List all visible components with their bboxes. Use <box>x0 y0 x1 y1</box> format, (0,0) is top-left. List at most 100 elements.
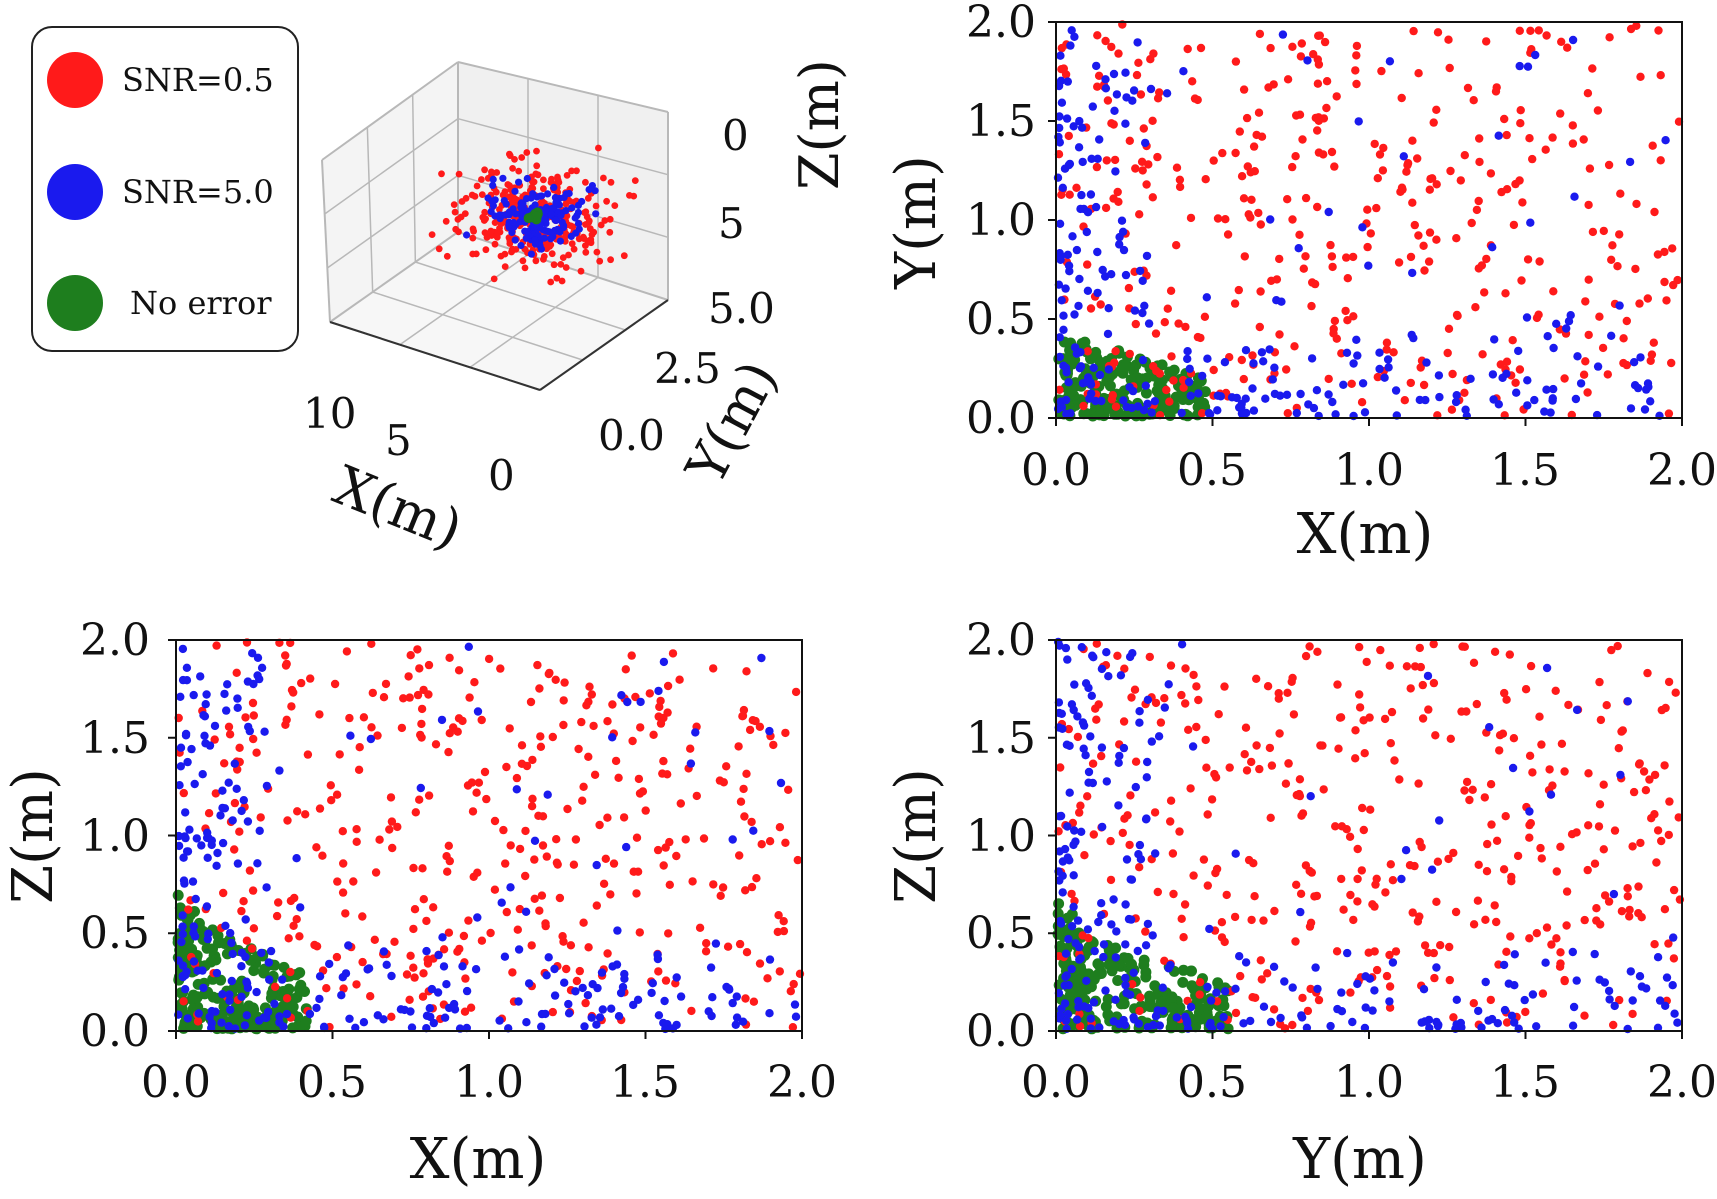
yz-point-snr-high-291 <box>1072 1015 1082 1024</box>
xy-point-snr-low-335 <box>1650 207 1659 217</box>
xy-point-snr-high-66 <box>1375 364 1384 374</box>
xy-point-snr-low-52 <box>1110 155 1120 165</box>
xy-point-snr-low-340 <box>1249 142 1259 151</box>
xy-point-snr-low-369 <box>1230 299 1240 308</box>
xz-point-snr-high-160 <box>237 962 246 971</box>
xz-point-snr-high-20 <box>550 964 559 974</box>
xz-point-snr-high-220 <box>653 950 662 959</box>
yz-point-snr-high-239 <box>1361 972 1370 981</box>
xz-point-snr-high-213 <box>218 786 227 795</box>
xy-point-snr-low-395 <box>1200 312 1210 321</box>
yz-point-snr-low-216 <box>1084 933 1093 943</box>
scatter3d-point-snr-low-45 <box>438 170 445 178</box>
xz-point-snr-low-25 <box>417 719 426 729</box>
xy-point-snr-low-260 <box>1255 322 1265 332</box>
xy-point-snr-high-136 <box>1129 86 1139 95</box>
yz-point-snr-low-369 <box>1199 855 1209 864</box>
xz-point-snr-low-405 <box>367 723 376 732</box>
xy-point-snr-low-304 <box>1429 118 1438 127</box>
xz-point-snr-low-42 <box>204 809 214 818</box>
xz-point-snr-low-127 <box>552 858 562 867</box>
xy-point-snr-low-312 <box>1397 183 1407 192</box>
xy-x-tick-3: 1.5 <box>1490 445 1560 496</box>
xy-x-tick-4: 2.0 <box>1647 445 1717 496</box>
yz-point-snr-high-23 <box>1500 1005 1510 1015</box>
xz-y-tick-3: 1.5 <box>80 713 150 764</box>
xy-point-snr-low-179 <box>1149 362 1158 371</box>
xz-point-snr-high-109 <box>278 975 287 984</box>
legend-marker-no-error <box>47 275 103 331</box>
xz-point-snr-low-254 <box>423 955 432 964</box>
yz-point-snr-low-179 <box>1547 940 1556 949</box>
xz-point-snr-high-146 <box>191 894 200 904</box>
scatter3d-point-snr-low-230 <box>530 178 538 186</box>
scatter3d-point-snr-low-148 <box>563 172 571 179</box>
xz-point-snr-low-231 <box>755 959 765 968</box>
xz-point-snr-low-275 <box>415 795 424 804</box>
xz-point-snr-low-266 <box>419 895 428 904</box>
xz-tick-marks <box>168 639 803 1039</box>
xy-point-snr-high-64 <box>1358 379 1368 388</box>
scatter3d-point-snr-high-79 <box>511 187 519 195</box>
xz-point-snr-low-394 <box>789 979 798 989</box>
xz-point-snr-high-88 <box>224 1021 233 1031</box>
xz-point-snr-high-285 <box>262 1013 271 1023</box>
xz-point-snr-low-366 <box>455 944 464 954</box>
xz-point-snr-low-272 <box>788 1022 798 1032</box>
xz-point-snr-low-390 <box>769 740 778 750</box>
xy-point-snr-high-255 <box>1142 251 1152 261</box>
yz-point-snr-low-284 <box>1465 795 1474 805</box>
xz-point-snr-high-310 <box>319 1022 329 1031</box>
yz-point-snr-low-293 <box>1073 732 1083 742</box>
xz-point-snr-high-215 <box>564 1009 574 1018</box>
yz-point-snr-low-336 <box>1106 836 1115 846</box>
yz-point-snr-high-328 <box>1119 743 1129 753</box>
xy-point-snr-high-109 <box>1198 371 1207 381</box>
xz-point-snr-high-37 <box>189 922 198 931</box>
xz-point-snr-low-374 <box>210 735 219 744</box>
xy-point-snr-low-109 <box>1599 226 1609 236</box>
scatter3d-z-label: Z(m) <box>788 59 851 190</box>
yz-point-no-error-176 <box>1092 968 1104 980</box>
yz-point-snr-low-103 <box>1480 793 1490 802</box>
yz-point-snr-low-15 <box>1492 917 1501 927</box>
xz-point-snr-low-195 <box>548 1007 557 1017</box>
xz-point-snr-low-302 <box>579 782 588 791</box>
yz-point-snr-high-295 <box>1111 953 1121 962</box>
xz-point-snr-low-170 <box>406 951 415 960</box>
xy-panel: 0.0 0.5 1.0 1.5 2.0 0.0 0.5 1.0 1.5 2.0 … <box>884 0 1717 567</box>
xz-point-snr-high-111 <box>201 739 210 748</box>
scatter3d-point-snr-low-214 <box>490 275 498 283</box>
xy-point-snr-low-173 <box>1283 195 1292 204</box>
xy-point-snr-low-292 <box>1175 175 1185 184</box>
xy-point-snr-high-283 <box>1076 204 1085 214</box>
scatter3d-point-snr-low-74 <box>584 194 592 202</box>
scatter3d-point-snr-low-314 <box>508 248 515 256</box>
yz-point-snr-low-13 <box>1449 1013 1458 1022</box>
xy-point-snr-low-16 <box>1515 26 1525 35</box>
yz-point-snr-high-301 <box>1060 981 1069 990</box>
xy-point-snr-low-125 <box>1213 214 1223 223</box>
xy-point-snr-low-149 <box>1320 37 1330 47</box>
yz-point-no-error-236 <box>1155 996 1167 1008</box>
xy-point-snr-high-129 <box>1339 380 1348 389</box>
yz-point-snr-low-343 <box>1370 947 1379 956</box>
xy-point-snr-high-322 <box>1261 394 1270 403</box>
xz-point-snr-high-58 <box>176 762 185 771</box>
xz-point-snr-low-380 <box>406 651 415 660</box>
xy-y-tick-1: 0.5 <box>966 294 1036 345</box>
xz-point-snr-low-298 <box>558 932 567 941</box>
yz-point-snr-high-214 <box>1528 990 1538 999</box>
yz-point-snr-low-360 <box>1408 908 1417 917</box>
yz-point-snr-low-72 <box>1310 892 1319 901</box>
yz-point-snr-low-415 <box>1451 907 1461 917</box>
yz-point-snr-low-243 <box>1634 882 1643 891</box>
yz-point-snr-low-268 <box>1202 763 1211 772</box>
yz-point-snr-low-348 <box>1501 812 1510 821</box>
xy-point-snr-high-243 <box>1103 329 1113 339</box>
xz-point-snr-high-270 <box>659 657 669 667</box>
xy-point-snr-low-267 <box>1165 397 1174 406</box>
xy-point-snr-low-408 <box>1064 131 1074 141</box>
xy-point-snr-low-11 <box>1425 185 1435 194</box>
yz-point-snr-low-261 <box>1252 674 1261 683</box>
